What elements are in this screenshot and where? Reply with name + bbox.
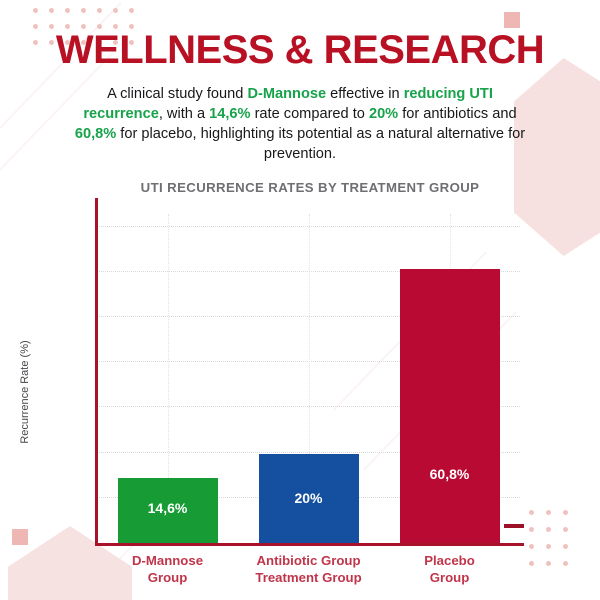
page-title: WELLNESS & RESEARCH <box>55 28 545 72</box>
plot-area: 14,6% 20% 60,8% <box>97 214 520 544</box>
bar-chart: UTI RECURRENCE RATES BY TREATMENT GROUP … <box>0 176 600 600</box>
x-axis-tick-label: Treatment Group <box>255 570 362 585</box>
paragraph-text: rate compared to <box>250 106 369 122</box>
dot <box>33 8 38 13</box>
paragraph-text: , with a <box>158 106 210 122</box>
dot <box>81 8 86 13</box>
bar-value-label: 14,6% <box>147 500 188 517</box>
x-axis-tick-label: Antibiotic Group <box>256 553 361 568</box>
x-axis-tick-label: Group <box>147 570 188 585</box>
highlighted-term: 14,6% <box>209 106 251 122</box>
bar-value-label: 20% <box>294 490 323 507</box>
bar[interactable]: 20% <box>258 453 359 544</box>
paragraph-text: A clinical study found <box>107 86 248 102</box>
x-axis-tick-label: Placebo <box>424 553 475 568</box>
y-axis-line <box>95 198 98 546</box>
x-axis-category: Antibiotic Group Treatment Group <box>238 552 379 586</box>
paragraph-text: for placebo, highlighting its potential … <box>116 126 526 162</box>
dot <box>113 8 118 13</box>
dot <box>129 8 134 13</box>
x-axis-category: Placebo Group <box>379 552 520 586</box>
x-axis-line <box>95 543 524 546</box>
paragraph-text: for antibiotics and <box>398 106 517 122</box>
dot <box>65 8 70 13</box>
highlighted-term: reducing UTI recurrence <box>83 86 493 122</box>
bar[interactable]: 14,6% <box>117 478 218 544</box>
dot <box>97 8 102 13</box>
highlighted-term: D-Mannose <box>247 86 327 102</box>
x-axis-tick-label: Group <box>429 570 470 585</box>
x-axis-tick-label: D-Mannose <box>131 553 204 568</box>
summary-paragraph: A clinical study found D-Mannose effecti… <box>70 84 530 164</box>
highlighted-term: 60,8% <box>74 126 117 142</box>
chart-title: UTI RECURRENCE RATES BY TREATMENT GROUP <box>140 180 480 195</box>
bar-value-label: 60,8% <box>429 466 470 482</box>
paragraph-text: effective in <box>326 86 404 102</box>
gridline-vertical <box>167 214 170 544</box>
cross-icon-top-right <box>504 12 520 28</box>
dot <box>49 8 54 13</box>
bar[interactable]: 60,8% <box>399 269 500 544</box>
x-axis-category: D-Mannose Group <box>97 552 238 586</box>
highlighted-term: 20% <box>368 106 399 122</box>
gridline-vertical <box>308 214 311 544</box>
